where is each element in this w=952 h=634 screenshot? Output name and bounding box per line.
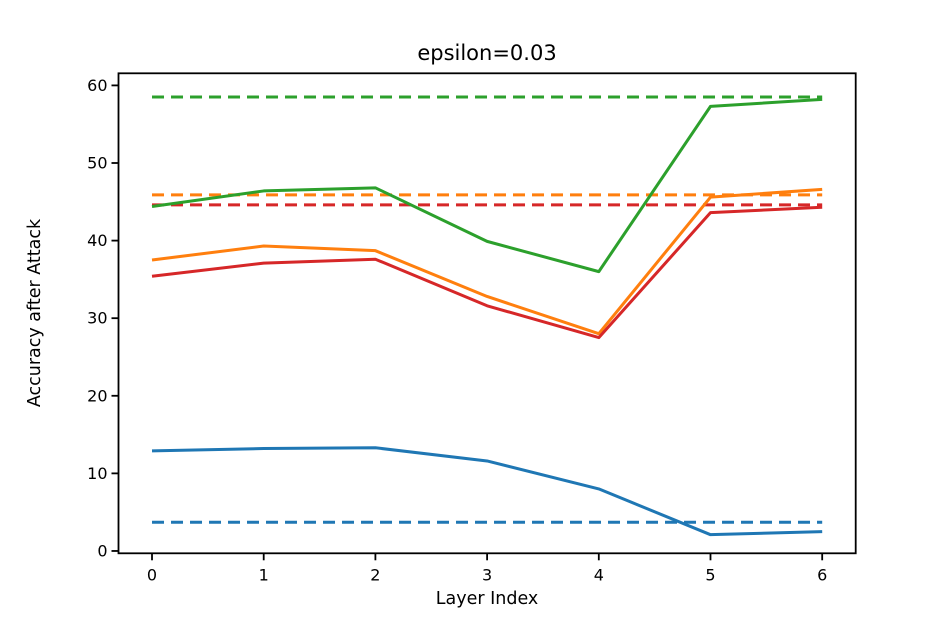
x-tick-label: 3	[482, 565, 492, 584]
line-green-solid	[151, 97, 823, 274]
y-tick-label: 50	[87, 153, 107, 172]
line-red-solid	[151, 205, 823, 340]
x-tick-label: 1	[259, 565, 269, 584]
y-tick-label: 30	[87, 309, 107, 328]
y-axis-label: Accuracy after Attack	[25, 218, 45, 408]
x-tick-label: 0	[147, 565, 157, 584]
x-tick-label: 4	[594, 565, 604, 584]
axes-spines	[117, 72, 857, 555]
line-orange-solid	[151, 187, 823, 336]
y-tick-label: 0	[97, 541, 107, 560]
line-blue-solid	[151, 446, 823, 537]
y-tick-label: 60	[87, 76, 107, 95]
x-tick-label: 2	[370, 565, 380, 584]
x-axis-label: Layer Index	[435, 589, 539, 609]
chart-title: epsilon=0.03	[417, 41, 557, 65]
x-tick-label: 6	[817, 565, 827, 584]
y-tick-label: 10	[87, 464, 107, 483]
y-tick-label: 40	[87, 231, 107, 250]
x-tick-label: 5	[705, 565, 715, 584]
y-tick-label: 20	[87, 386, 107, 405]
